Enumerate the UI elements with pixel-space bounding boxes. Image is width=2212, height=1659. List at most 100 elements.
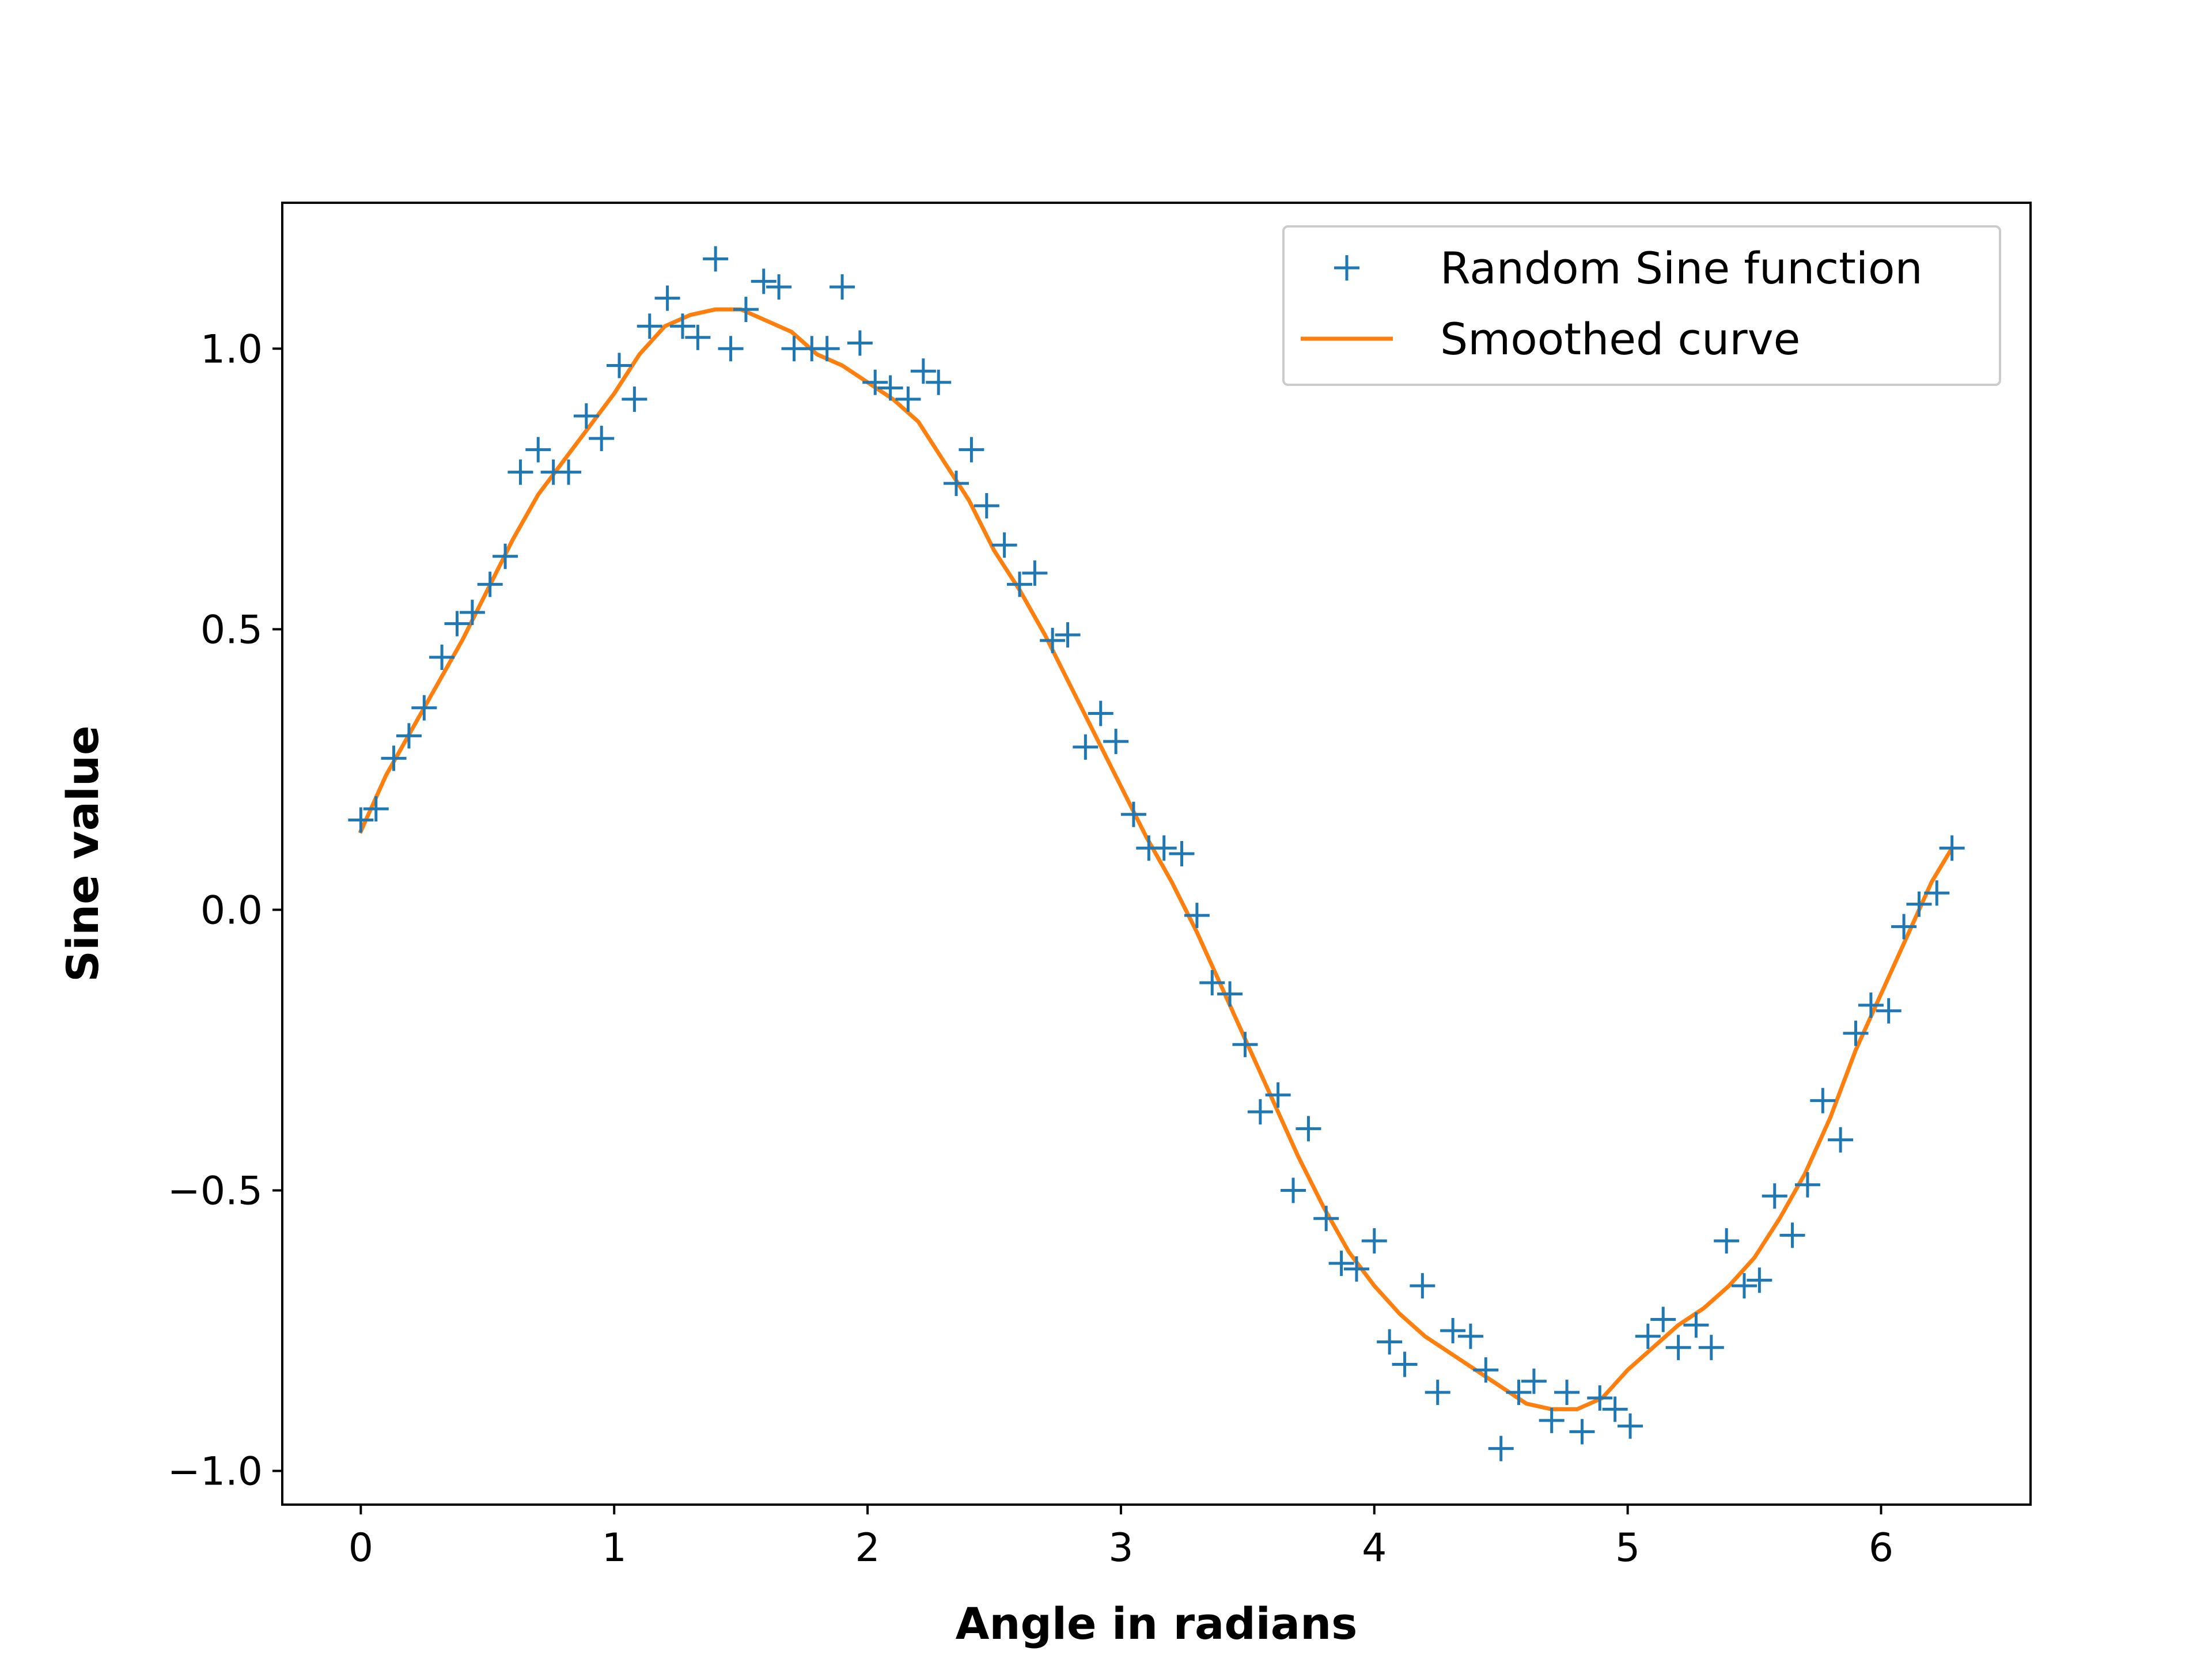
scatter-point xyxy=(944,471,969,497)
scatter-point xyxy=(622,386,647,412)
scatter-point xyxy=(703,246,729,272)
scatter-point xyxy=(363,796,389,822)
scatter-point xyxy=(1328,1251,1354,1277)
scatter-point xyxy=(1410,1273,1435,1299)
x-tick-label: 4 xyxy=(1362,1525,1387,1571)
scatter-point xyxy=(1587,1385,1613,1411)
scatter-point xyxy=(444,611,470,637)
scatter-point xyxy=(862,369,888,395)
scatter-point xyxy=(1858,993,1884,1018)
scatter-point xyxy=(589,426,615,452)
y-axis-label: Sine value xyxy=(57,725,108,982)
scatter-point xyxy=(814,336,840,362)
scatter-point xyxy=(1683,1312,1709,1338)
scatter-point xyxy=(1377,1329,1403,1355)
scatter-point xyxy=(1569,1419,1595,1445)
scatter-point xyxy=(381,745,407,771)
scatter-point xyxy=(1779,1222,1805,1248)
scatter-point xyxy=(1731,1273,1757,1299)
scatter-point xyxy=(1022,560,1048,586)
scatter-point xyxy=(1425,1380,1450,1406)
scatter-point xyxy=(877,375,903,401)
scatter-point xyxy=(396,723,422,749)
scatter-point xyxy=(1747,1267,1772,1293)
x-tick-label: 1 xyxy=(602,1525,627,1571)
legend-entry-random-sine: Random Sine function xyxy=(1334,243,1923,294)
scatter-point xyxy=(1169,841,1195,866)
scatter-point xyxy=(525,437,551,463)
scatter-point xyxy=(1361,1228,1387,1254)
x-tick-label: 0 xyxy=(349,1525,373,1571)
scatter-point xyxy=(1810,1088,1836,1113)
scatter-point xyxy=(1217,981,1243,1007)
scatter-point xyxy=(607,353,632,378)
scatter-point xyxy=(830,274,855,300)
y-tick-label: −1.0 xyxy=(168,1449,263,1495)
scatter-point xyxy=(1055,622,1081,648)
scatter-point xyxy=(974,493,999,519)
scatter-point xyxy=(1876,998,1902,1024)
plot-area xyxy=(348,246,1965,1461)
scatter-point xyxy=(959,437,984,463)
scatter-point xyxy=(1924,880,1950,906)
scatter-point xyxy=(1281,1177,1306,1203)
scatter-point xyxy=(1828,1127,1854,1153)
y-tick-label: 1.0 xyxy=(200,327,263,372)
scatter-point xyxy=(1602,1396,1628,1422)
scatter-point xyxy=(1313,1206,1339,1232)
scatter-point xyxy=(751,268,777,294)
y-tick-label: 0.0 xyxy=(200,888,263,933)
y-axis: −1.0 −0.5 0.0 0.5 1.0 xyxy=(168,327,282,1495)
scatter-point xyxy=(654,285,680,311)
scatter-point xyxy=(1247,1099,1273,1125)
scatter-point xyxy=(411,695,437,721)
scatter-point xyxy=(685,324,711,350)
scatter-point xyxy=(669,313,695,339)
scatter-point xyxy=(1665,1335,1691,1361)
scatter-point xyxy=(1762,1183,1787,1209)
scatter-point xyxy=(1698,1335,1724,1361)
legend-label-random-sine: Random Sine function xyxy=(1440,243,1923,294)
scatter-point xyxy=(910,358,936,384)
scatter-point xyxy=(1296,1116,1321,1142)
x-axis: 0 1 2 3 4 5 6 xyxy=(349,1505,1893,1571)
legend-marker-plus xyxy=(1334,255,1359,281)
scatter-point xyxy=(847,330,873,356)
scatter-point xyxy=(493,543,518,569)
scatter-point xyxy=(477,571,503,597)
scatter-point xyxy=(429,645,455,671)
scatter-point xyxy=(766,274,792,300)
scatter-point xyxy=(1539,1407,1565,1433)
x-tick-label: 3 xyxy=(1108,1525,1133,1571)
scatter-point xyxy=(1103,729,1129,755)
scatter-point xyxy=(1343,1256,1369,1282)
legend-label-smoothed-curve: Smoothed curve xyxy=(1440,313,1800,365)
x-tick-label: 5 xyxy=(1615,1525,1640,1571)
scatter-point xyxy=(507,459,533,485)
scatter-point xyxy=(1232,1032,1258,1058)
scatter-point xyxy=(459,600,485,626)
scatter-point xyxy=(348,807,374,833)
scatter-point xyxy=(1794,1172,1820,1198)
scatter-point xyxy=(1151,835,1177,861)
scatter-point xyxy=(1891,914,1917,940)
scatter-point xyxy=(1650,1306,1676,1332)
scatter-point xyxy=(1440,1318,1466,1344)
scatter-point xyxy=(1265,1082,1291,1108)
legend-entry-smoothed-curve: Smoothed curve xyxy=(1301,313,1800,365)
legend: Random Sine function Smoothed curve xyxy=(1282,225,2001,386)
scatter-point xyxy=(1714,1228,1740,1254)
scatter-point xyxy=(1843,1020,1869,1046)
scatter-point xyxy=(1635,1323,1661,1349)
scatter-point xyxy=(1473,1357,1499,1383)
scatter-point xyxy=(1120,801,1146,827)
x-tick-label: 2 xyxy=(855,1525,880,1571)
scatter-point xyxy=(1457,1323,1483,1349)
scatter-point xyxy=(895,386,921,412)
x-tick-label: 6 xyxy=(1869,1525,1893,1571)
scatter-point xyxy=(718,336,744,362)
scatter-point xyxy=(1040,627,1066,653)
scatter-point xyxy=(556,459,582,485)
scatter-point xyxy=(1554,1380,1580,1406)
